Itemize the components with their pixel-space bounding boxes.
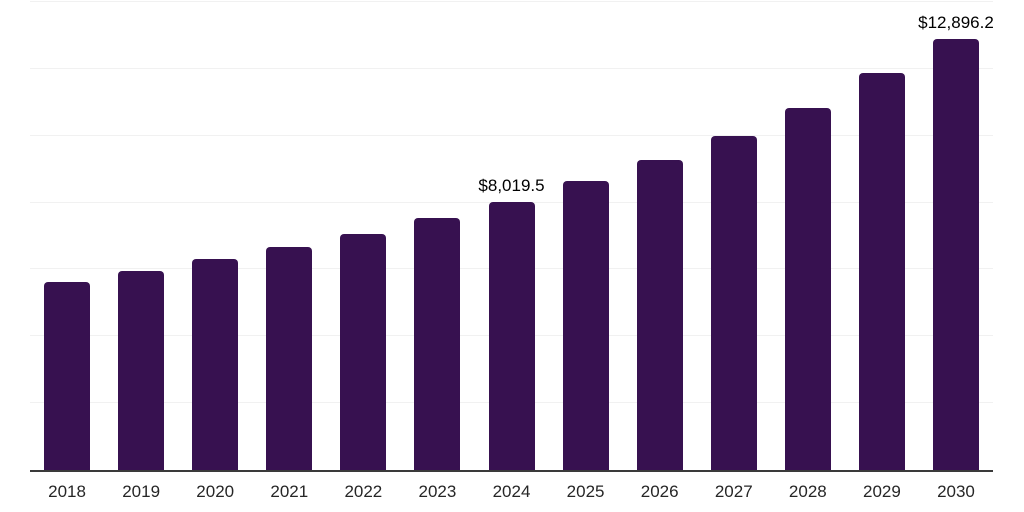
x-axis-label-2025: 2025 xyxy=(566,482,605,501)
bar-2021 xyxy=(266,246,313,470)
bar-2030: $12,896.2 xyxy=(918,13,994,470)
x-axis-label-2020: 2020 xyxy=(196,482,235,501)
bar-band-2030: $12,896.2 xyxy=(918,2,994,470)
bar-band-2025 xyxy=(549,2,623,470)
gridline-12000 xyxy=(30,67,993,69)
bar-2022 xyxy=(340,234,387,470)
bar-band-2019 xyxy=(104,2,178,470)
x-axis-label-2021: 2021 xyxy=(270,482,309,501)
bars-row: $8,019.5 $12,896.2 xyxy=(30,2,994,470)
x-axis-label-2019: 2019 xyxy=(122,482,161,501)
bar-2020 xyxy=(192,259,239,470)
data-label-2030: $12,896.2 xyxy=(918,12,994,32)
bar-band-2020 xyxy=(178,2,252,470)
gridline-14000 xyxy=(30,1,993,2)
x-axis-labels: 2018 2019 2020 2021 2022 2023 2024 2025 2026 2027… xyxy=(30,472,993,512)
bar-2019 xyxy=(118,271,165,470)
bar-2024: $8,019.5 xyxy=(478,176,545,470)
x-axis-line xyxy=(30,470,993,472)
bar-band-2027 xyxy=(697,2,771,470)
x-axis-label-2027: 2027 xyxy=(714,482,753,501)
x-axis-label-2018: 2018 xyxy=(48,482,86,501)
bar-2026 xyxy=(636,159,683,470)
bar-band-2022 xyxy=(326,2,400,470)
data-label-2024: $8,019.5 xyxy=(478,175,545,195)
bar-2023 xyxy=(414,217,461,470)
x-axis-label-2029: 2029 xyxy=(862,482,901,501)
plot-area: $8,019.5 $12,896.2 xyxy=(30,1,994,472)
bar-band-2021 xyxy=(252,2,326,470)
bar-band-2028 xyxy=(771,2,845,470)
x-axis-label-2023: 2023 xyxy=(418,482,457,501)
bar-band-2024: $8,019.5 xyxy=(474,2,548,470)
x-axis-label-2024: 2024 xyxy=(492,482,531,501)
x-axis-label-2022: 2022 xyxy=(344,482,383,501)
x-axis-label-2026: 2026 xyxy=(640,482,679,501)
bar-2027 xyxy=(710,136,757,470)
bar-band-2023 xyxy=(400,2,474,470)
bar-band-2026 xyxy=(623,2,697,470)
gridline-10000 xyxy=(30,134,993,136)
bar-2025 xyxy=(562,181,609,470)
x-axis-label-2028: 2028 xyxy=(788,482,827,501)
bar-2018 xyxy=(44,282,91,470)
x-axis-label-2030: 2030 xyxy=(937,482,975,501)
bar-2028 xyxy=(784,108,831,470)
bar-2029 xyxy=(858,73,905,470)
bar-band-2029 xyxy=(845,2,919,470)
bar-band-2018 xyxy=(30,2,104,470)
